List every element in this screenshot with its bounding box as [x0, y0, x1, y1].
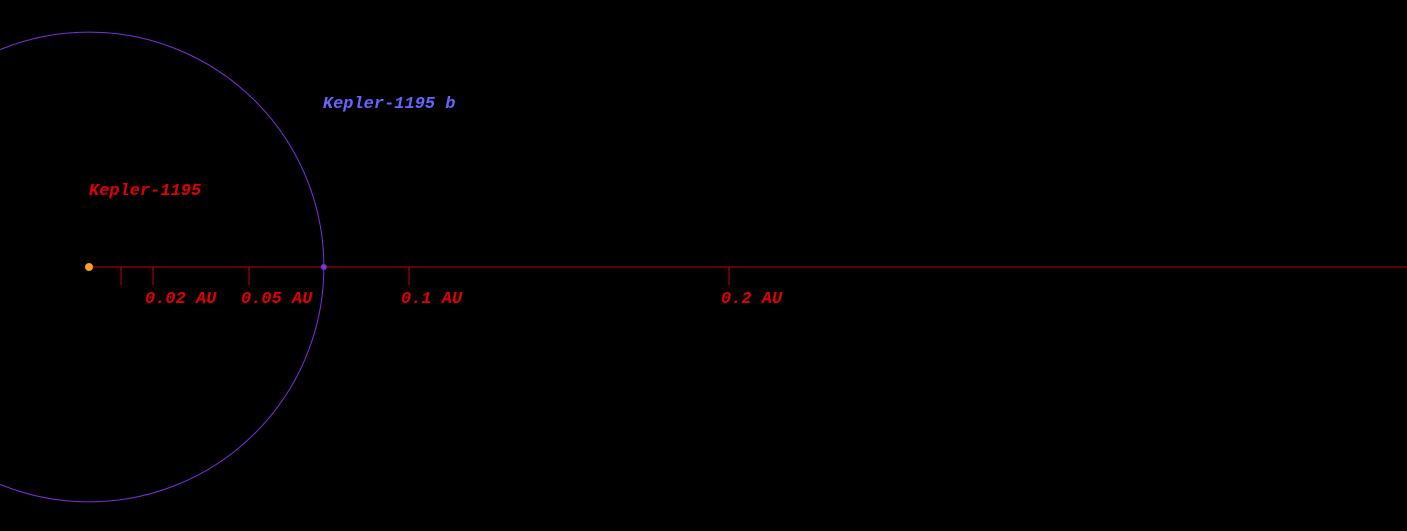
scale-tick-label: 0.02 AU: [145, 290, 217, 309]
scale-tick-label: 0.1 AU: [401, 290, 463, 309]
star-label: Kepler-1195: [89, 182, 201, 201]
scale-tick-label: 0.05 AU: [241, 290, 313, 309]
planet: [320, 264, 327, 270]
star: [85, 263, 93, 271]
planet-label: Kepler-1195 b: [323, 95, 456, 114]
scale-tick-label: 0.2 AU: [721, 290, 783, 309]
